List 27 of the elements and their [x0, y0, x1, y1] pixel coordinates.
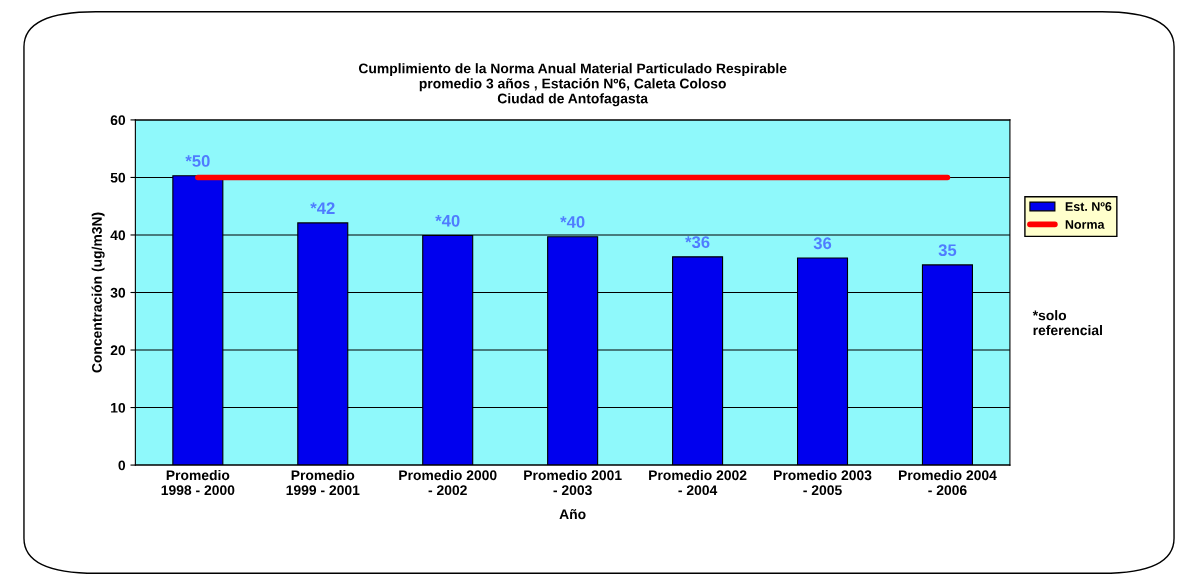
x-tick-label: Promedio 1998 - 2000	[161, 469, 235, 496]
y-tick-label: 0	[118, 460, 126, 471]
data-label: *36	[685, 236, 710, 249]
x-tick-label: Promedio 2000 - 2002	[399, 469, 497, 496]
y-tick-label: 20	[110, 345, 126, 356]
y-tick-label: 50	[110, 172, 126, 183]
y-tick-label: 30	[110, 287, 126, 298]
x-tick-label: Promedio 2002 - 2004	[649, 469, 747, 496]
x-axis-title: Año	[559, 509, 586, 520]
x-tick-label: Promedio 1999 - 2001	[286, 469, 360, 496]
y-tick-label: 40	[110, 230, 126, 241]
x-tick-label: Promedio 2003 - 2005	[774, 469, 872, 496]
data-label: 35	[938, 244, 957, 257]
data-label: 36	[813, 237, 832, 250]
y-tick-label: 10	[111, 402, 126, 413]
y-axis-title: Concentración (ug/m3N)	[91, 212, 105, 373]
data-label: *42	[310, 202, 335, 214]
x-tick-label: Promedio 2004 - 2006	[898, 469, 997, 496]
chart-title: Cumplimiento de la Norma Anual Material Particulado Respirable promedio 3 años , Estación Nº6, Caleta Coloso Ciudad de Antofagasta	[358, 63, 787, 107]
legend-label: Est. Nº6	[1065, 202, 1112, 211]
legend-label: Norma	[1065, 220, 1105, 229]
data-label: *40	[435, 214, 460, 227]
x-tick-label: Promedio 2001 - 2003	[524, 469, 622, 496]
data-label: *40	[560, 216, 585, 228]
y-tick-label: 60	[110, 115, 126, 126]
data-label: *50	[185, 155, 210, 167]
text: *solo referencial	[1032, 310, 1102, 336]
